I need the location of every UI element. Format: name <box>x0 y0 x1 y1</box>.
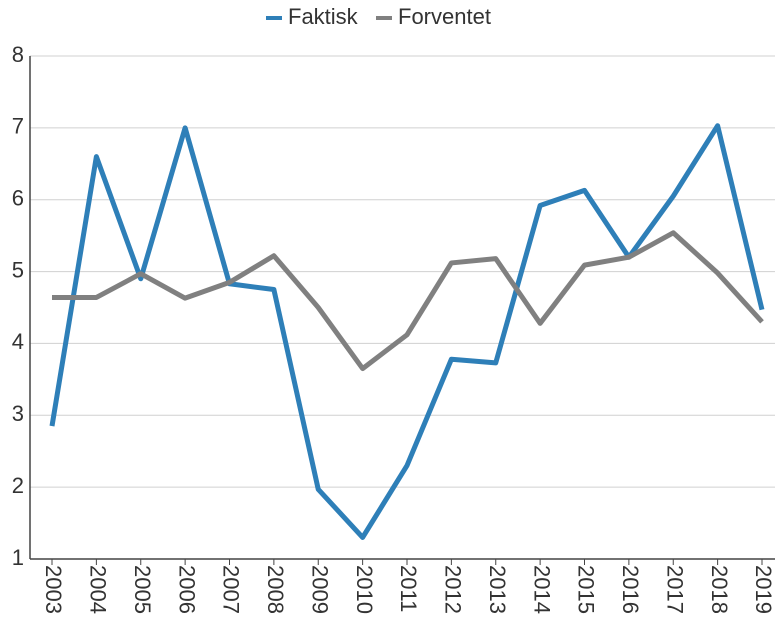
x-tick-label: 2017 <box>662 565 687 614</box>
y-tick-label: 8 <box>12 42 24 67</box>
y-tick-label: 3 <box>12 401 24 426</box>
y-tick-label: 1 <box>12 545 24 570</box>
x-tick-label: 2007 <box>219 565 244 614</box>
x-tick-label: 2011 <box>396 565 421 612</box>
x-tick-label: 2014 <box>529 565 554 614</box>
legend-label: Forventet <box>398 4 491 29</box>
x-tick-label: 2004 <box>86 565 111 614</box>
series-line <box>52 230 764 372</box>
x-tick-label: 2005 <box>130 565 155 614</box>
x-tick-label: 2012 <box>441 565 466 614</box>
series-line <box>49 123 765 540</box>
x-tick-label: 2003 <box>41 565 66 614</box>
x-tick-label: 2018 <box>707 565 732 614</box>
x-tick-label: 2010 <box>352 565 377 614</box>
y-tick-label: 6 <box>12 186 24 211</box>
legend-label: Faktisk <box>288 4 359 29</box>
y-tick-label: 4 <box>12 329 24 354</box>
y-tick-label: 2 <box>12 473 24 498</box>
x-tick-label: 2008 <box>263 565 288 614</box>
x-tick-label: 2015 <box>574 565 599 614</box>
x-tick-label: 2013 <box>485 565 510 614</box>
x-tick-label: 2019 <box>751 565 776 614</box>
y-tick-label: 5 <box>12 257 24 282</box>
x-tick-label: 2009 <box>307 565 332 614</box>
x-tick-label: 2006 <box>174 565 199 614</box>
y-tick-label: 7 <box>12 114 24 139</box>
x-tick-label: 2016 <box>618 565 643 614</box>
